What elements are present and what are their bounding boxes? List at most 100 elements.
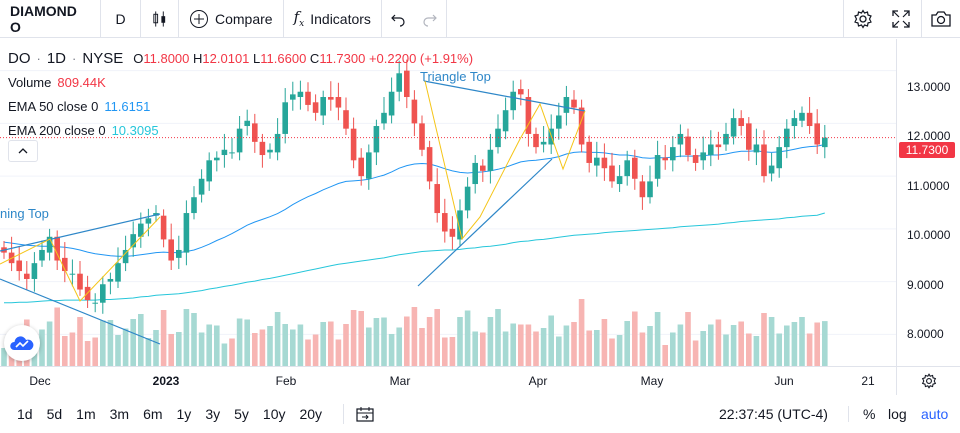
- screenshot-button[interactable]: [921, 0, 960, 38]
- volume-bar: [388, 334, 395, 366]
- camera-icon: [931, 11, 951, 27]
- volume-bar: [563, 325, 570, 366]
- candle-body: [799, 112, 805, 121]
- candle-body: [335, 97, 342, 108]
- percent-toggle[interactable]: %: [848, 406, 875, 422]
- chart-type-button[interactable]: [141, 0, 179, 38]
- volume-bar: [138, 314, 144, 366]
- range-1y-button[interactable]: 1y: [176, 406, 192, 422]
- auto-toggle[interactable]: auto: [921, 406, 949, 422]
- candle-body: [160, 215, 167, 240]
- candle-body: [556, 115, 562, 129]
- range-10y-button[interactable]: 10y: [262, 406, 286, 422]
- range-20y-button[interactable]: 20y: [299, 406, 323, 422]
- legend-volume-row[interactable]: Volume 809.44K: [8, 70, 473, 94]
- volume-bar: [753, 336, 760, 366]
- range-1d-button[interactable]: 1d: [17, 406, 33, 422]
- time-tick: Dec: [29, 374, 51, 388]
- log-toggle[interactable]: log: [888, 406, 907, 422]
- undo-icon: [391, 14, 405, 27]
- volume-bar: [442, 337, 448, 366]
- candle-body: [69, 273, 76, 275]
- candle-body: [381, 112, 387, 124]
- candle-body: [746, 123, 752, 150]
- date-range-button[interactable]: [343, 404, 374, 424]
- tradingview-logo[interactable]: [4, 325, 40, 361]
- legend-ema50-row[interactable]: EMA 50 close 0 11.6151: [8, 94, 473, 118]
- price-axis[interactable]: 13.0000 12.0000 11.0000 10.0000 9.0000 8…: [896, 39, 960, 366]
- volume-bar: [776, 333, 782, 366]
- candle-body: [236, 128, 243, 153]
- volume-bar: [746, 333, 752, 366]
- volume-bar: [282, 324, 288, 366]
- legend-main-row[interactable]: DO · 1D · NYSE O11.8000 H12.0101 L11.660…: [8, 49, 474, 67]
- candle-body: [214, 157, 220, 161]
- volume-bar: [715, 319, 722, 366]
- range-5y-button[interactable]: 5y: [234, 406, 249, 422]
- axis-settings-button[interactable]: [896, 366, 960, 395]
- compare-button[interactable]: Compare: [179, 0, 284, 38]
- candle-body: [320, 97, 326, 116]
- volume-bar: [654, 312, 661, 366]
- undo-button[interactable]: [382, 0, 414, 38]
- candle-body: [814, 123, 820, 145]
- symbol-search-button[interactable]: DIAMOND O: [0, 0, 101, 38]
- candle-body: [46, 236, 53, 253]
- volume-bar: [343, 324, 349, 366]
- volume-bar: [39, 329, 45, 366]
- candle-body: [571, 99, 577, 108]
- time-tick: Apr: [528, 374, 548, 388]
- candle-body: [229, 152, 235, 154]
- gear-icon: [921, 373, 937, 389]
- fullscreen-button[interactable]: [882, 0, 920, 38]
- candle-body: [464, 186, 471, 211]
- candle-body: [411, 99, 418, 124]
- range-5d-button[interactable]: 5d: [46, 406, 63, 422]
- pattern-line: [423, 80, 586, 112]
- volume-bar: [221, 343, 228, 366]
- settings-button[interactable]: [843, 0, 882, 38]
- volume-bar: [107, 320, 114, 366]
- candle-body: [305, 91, 311, 105]
- volume-bar: [609, 338, 615, 366]
- indicators-button[interactable]: fx Indicators: [284, 0, 382, 38]
- volume-bar: [480, 332, 486, 366]
- top-toolbar: DIAMOND O D Compare fx Indicators: [0, 0, 960, 38]
- range-1m-button[interactable]: 1m: [76, 406, 96, 422]
- candle-body: [176, 249, 182, 258]
- price-tick: 8.0000: [907, 327, 944, 341]
- candle-body: [168, 239, 174, 261]
- volume-bar: [556, 336, 562, 366]
- legend-high: 12.0101: [202, 50, 250, 66]
- chart-legend: DO · 1D · NYSE O11.8000 H12.0101 L11.660…: [8, 46, 473, 142]
- candle-body: [685, 136, 691, 156]
- legend-collapse-button[interactable]: [8, 140, 38, 162]
- range-6m-button[interactable]: 6m: [143, 406, 163, 422]
- ema200-value: 10.3095: [111, 122, 159, 138]
- redo-icon: [423, 14, 437, 27]
- volume-bar: [373, 318, 380, 366]
- clock-display[interactable]: 22:37:45 (UTC-4): [719, 406, 828, 422]
- volume-bar: [160, 310, 167, 366]
- time-axis[interactable]: Dec 2023 Feb Mar Apr May Jun 21: [0, 366, 896, 395]
- symbol-label: DIAMOND O: [10, 2, 77, 35]
- volume-bar: [198, 332, 205, 366]
- candle-body: [776, 147, 782, 169]
- candle-body: [525, 97, 532, 134]
- volume-bar: [130, 319, 136, 366]
- redo-button[interactable]: [414, 0, 447, 38]
- volume-bar: [761, 313, 767, 366]
- legend-open: 11.8000: [143, 50, 190, 66]
- range-3m-button[interactable]: 3m: [109, 406, 130, 422]
- volume-bar: [411, 307, 418, 366]
- candle-body: [442, 213, 448, 232]
- volume-bar: [464, 310, 471, 366]
- interval-button[interactable]: D: [101, 0, 141, 38]
- volume-bar: [305, 339, 311, 366]
- candle-body: [267, 149, 273, 153]
- candle-body: [692, 155, 699, 163]
- legend-ema200-row[interactable]: EMA 200 close 0 10.3095: [8, 118, 473, 142]
- fx-icon: fx: [293, 8, 305, 29]
- range-3y-button[interactable]: 3y: [205, 406, 221, 422]
- volume-bar: [632, 311, 638, 366]
